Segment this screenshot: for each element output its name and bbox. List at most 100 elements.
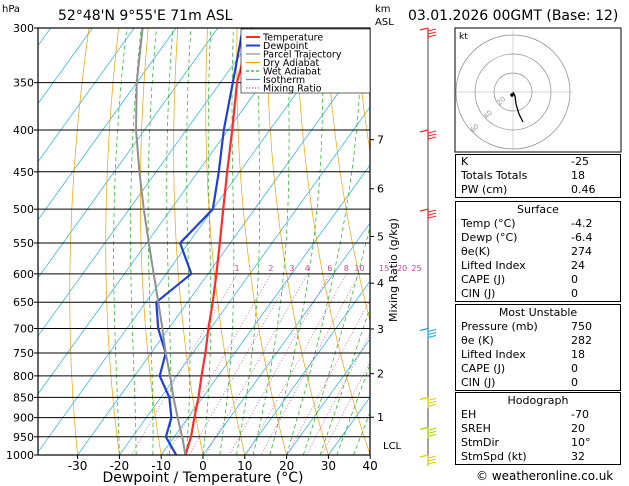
km-tick-label: 2 (377, 368, 384, 381)
index-label: StmDir (461, 436, 500, 449)
index-label: Pressure (mb) (461, 320, 538, 333)
isotherm-line (160, 164, 370, 455)
isotherm-line (202, 222, 370, 455)
index-label: Lifted Index (461, 348, 526, 361)
km-tick-label: 7 (377, 134, 384, 147)
km-tick-label: 3 (377, 323, 384, 336)
mixing-ratio-line (229, 273, 331, 455)
wind-barb (419, 129, 437, 142)
hodograph-title: Hodograph (507, 394, 569, 407)
pressure-tick-label: 400 (13, 124, 34, 137)
surface-row: CIN (J) 0 (456, 287, 620, 301)
wet-adiabat-line (202, 28, 212, 455)
hodograph-ring-label: 20 (495, 95, 507, 107)
temperature-tick-label: -20 (110, 459, 130, 473)
wind-barb-staff (419, 208, 429, 212)
dry-adiabat-line (622, 28, 629, 455)
wet-adiabat-line (113, 28, 128, 455)
index-value: 18 (571, 348, 585, 361)
wind-barb-flag (427, 458, 437, 462)
wind-barb-staff (419, 129, 429, 133)
hodo-row: StmSpd (kt) 32 (456, 450, 620, 464)
isotherm-line (244, 280, 370, 455)
pressure-tick-label: 650 (13, 296, 34, 309)
mu-row: CAPE (J) 0 (456, 362, 620, 376)
wind-barb (419, 426, 437, 439)
index-label: StmSpd (kt) (461, 450, 527, 463)
index-label: Dewp (°C) (461, 231, 518, 244)
wind-barb (419, 396, 437, 409)
index-value: 18 (571, 169, 585, 182)
wind-barb-flag (427, 28, 437, 32)
wind-barb-flag (427, 461, 437, 465)
index-value: -6.4 (571, 231, 593, 244)
most-unstable-panel: Most Unstable Pressure (mb) 750 θe (K) 282… (455, 304, 621, 391)
wind-barb-flag (427, 31, 437, 35)
index-label: Temp (°C) (461, 217, 516, 230)
pressure-tick-label: 350 (13, 77, 34, 90)
legend-label: Mixing Ratio (263, 84, 322, 95)
index-value: 20 (571, 422, 585, 435)
hodograph-ring-label: 60 (469, 122, 481, 134)
mixing-ratio-line (246, 273, 347, 455)
km-unit-label: km (375, 4, 391, 15)
index-value: 282 (571, 334, 592, 347)
surface-row: Lifted Index 24 (456, 259, 620, 273)
surface-row: Dewp (°C) -6.4 (456, 231, 620, 245)
index-label: K (461, 155, 469, 168)
hodograph-trace (512, 91, 524, 123)
mixing-ratio-label: 25 (411, 264, 421, 273)
most-unstable-title: Most Unstable (498, 306, 578, 319)
wind-barb-flag (427, 455, 437, 459)
temperature-tick-label: -10 (151, 459, 171, 473)
index-value: 24 (571, 259, 585, 272)
pressure-tick-label: 1000 (6, 449, 34, 462)
index-value: 274 (571, 245, 592, 258)
wind-barb (419, 327, 437, 340)
pressure-tick-label: 450 (13, 166, 34, 179)
km-tick-label: 5 (377, 230, 384, 243)
hodograph-ring-label: 40 (482, 109, 494, 121)
index-value: 32 (571, 450, 585, 463)
wind-barb (419, 27, 437, 39)
index-row-totals: Totals Totals 18 (456, 169, 620, 183)
wet-adiabat-line (185, 28, 192, 455)
pressure-tick-label: 600 (13, 268, 34, 281)
wind-barb-flag (427, 403, 437, 407)
isotherm-line (38, 28, 135, 163)
mixing-ratio-label: 1 (235, 264, 240, 273)
wind-barb-flag (427, 130, 437, 134)
hodograph-unit-label: kt (459, 32, 468, 42)
mixing-ratio-label: 3 (289, 264, 294, 273)
index-label: CIN (J) (461, 376, 496, 389)
surface-row: CAPE (J) 0 (456, 273, 620, 287)
pressure-tick-label: 750 (13, 347, 34, 360)
index-label: CAPE (J) (461, 362, 506, 375)
wind-barb-flag (427, 430, 437, 434)
hodograph-frame (454, 27, 622, 153)
isotherm-line (38, 28, 177, 221)
index-row-pw: PW (cm) 0.46 (456, 183, 620, 197)
wind-barb-staff (419, 396, 429, 400)
index-label: CIN (J) (461, 287, 496, 300)
wind-barb-flag (427, 329, 437, 332)
legend-label: Dry Adiabat (263, 58, 320, 69)
copyright-label: © weatheronline.co.uk (476, 469, 614, 483)
wind-barb (419, 208, 437, 221)
isotherm-line (286, 338, 370, 455)
hodo-row: SREH 20 (456, 422, 620, 436)
wind-barb-flag (427, 212, 437, 216)
hodo-row: EH -70 (456, 408, 620, 422)
km-tick-label: 1 (377, 411, 384, 424)
index-value: 750 (571, 320, 592, 333)
wind-barb-staff (419, 27, 429, 31)
wet-adiabat-line (130, 28, 142, 455)
legend-label: Temperature (262, 33, 323, 44)
legend-label: Dewpoint (263, 41, 308, 52)
legend-label: Parcel Trajectory (263, 50, 342, 61)
sounding-series (134, 28, 253, 455)
datetime-title: 03.01.2026 00GMT (Base: 12) (408, 8, 618, 24)
wind-barb-staff (419, 426, 429, 430)
x-axis-label: Dewpoint / Temperature (°C) (103, 470, 304, 486)
